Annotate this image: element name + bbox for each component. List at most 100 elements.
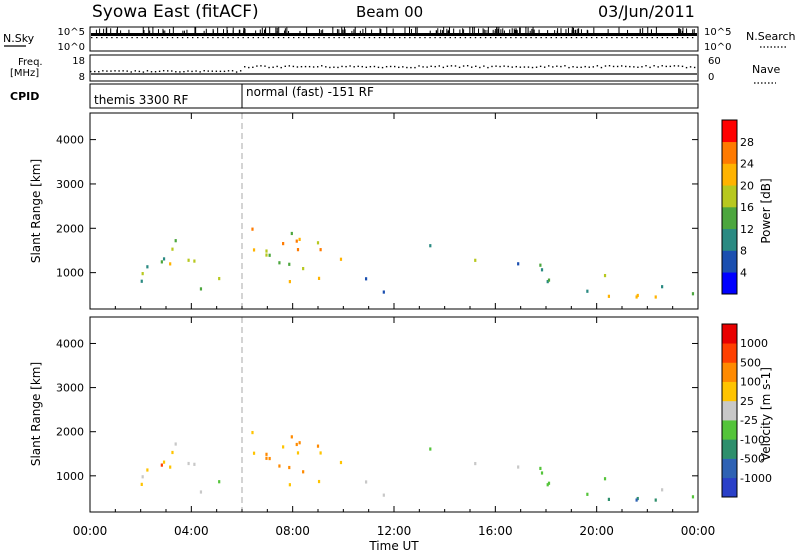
heatmap-cell (316, 241, 320, 245)
nave-dot (219, 70, 222, 73)
heatmap-cell (539, 466, 542, 471)
nave-dot (296, 66, 299, 68)
nave-dot (357, 65, 359, 68)
nave-dot (162, 70, 165, 72)
nsearch-dot (550, 37, 552, 39)
nave-dot (422, 66, 424, 68)
nsearch-dot (277, 37, 280, 39)
nave-dot (260, 65, 262, 67)
heatmap-cell (193, 462, 196, 466)
nave-dot (90, 70, 92, 73)
nsearch-tick-bottom: 10^0 (704, 42, 731, 53)
colorbar-frame (721, 323, 738, 498)
nsearch-dot (217, 37, 219, 39)
heatmap-cell (319, 248, 322, 252)
nsearch-dot (348, 37, 350, 39)
nsearch-dot (96, 37, 98, 39)
nave-dot (325, 66, 327, 68)
nave-dot (304, 65, 307, 68)
nave-dot (150, 71, 153, 73)
nave-dot (235, 71, 238, 73)
nsearch-dot (434, 37, 436, 39)
nave-dot (394, 65, 396, 68)
nsearch-dot (601, 37, 603, 39)
nave-dot (665, 65, 667, 68)
y-tick-label: 1000 (56, 470, 84, 483)
nave-dot (596, 65, 599, 67)
nsearch-dot (611, 37, 613, 39)
heatmap-cell (282, 445, 285, 449)
nave-dot (584, 65, 586, 68)
velocity-y-axis-label: Slant Range [km] (29, 362, 43, 466)
nsearch-dot (661, 37, 664, 39)
nave-dot (446, 65, 449, 67)
nsearch-dot (565, 37, 568, 39)
nave-dot (600, 66, 603, 69)
nave-dot (312, 66, 315, 68)
nave-dot (641, 66, 643, 68)
heatmap-cell (193, 259, 196, 263)
nsearch-label: N.Search (746, 30, 796, 43)
y-tick-label: 4000 (56, 134, 84, 147)
velocity-heatmap-cells (140, 317, 695, 512)
nsearch-dot (495, 37, 497, 39)
nsearch-dot (681, 37, 684, 39)
nsearch-dot (262, 37, 265, 39)
nave-dot (531, 66, 534, 69)
nave-dot (434, 65, 436, 68)
nave-dot (548, 65, 550, 67)
colorbar-tick-label: 16 (740, 201, 754, 214)
colorbar-segment (722, 400, 737, 421)
nave-dot (223, 70, 226, 73)
power-y-axis-label: Slant Range [km] (29, 159, 43, 263)
nsearch-dot (510, 37, 512, 39)
freq-tick-top: 18 (72, 56, 85, 67)
nsky-band (91, 33, 697, 36)
nsearch-dot (419, 37, 421, 39)
heatmap-cell (288, 279, 291, 284)
colorbar-segment (722, 477, 737, 498)
nsearch-dot (545, 37, 547, 39)
freq-label-line2: [MHz] (10, 68, 39, 79)
colorbar-tick-label: 4 (740, 266, 747, 279)
nsearch-dot (131, 37, 133, 39)
nave-dot (479, 66, 481, 69)
nsearch-dot (646, 37, 648, 39)
heatmap-cell (288, 483, 291, 487)
nave-dot (341, 65, 343, 68)
colorbar-segment (722, 272, 737, 295)
nsearch-dot (363, 37, 366, 39)
nsearch-dot (353, 37, 355, 39)
heatmap-cell (298, 441, 301, 445)
nave-dot (365, 66, 368, 69)
nsearch-dot (358, 37, 361, 39)
nsearch-dot (414, 37, 416, 39)
colorbar-segment (722, 207, 737, 230)
nsearch-dot (515, 37, 517, 39)
nave-dot (199, 71, 201, 73)
heatmap-cell (635, 295, 638, 299)
nave-dot (154, 71, 157, 73)
nsearch-dot (166, 37, 169, 39)
nave-dot (645, 65, 647, 67)
heatmap-cell (517, 262, 520, 266)
nsearch-dot (378, 37, 381, 39)
heatmap-cell (302, 267, 305, 271)
nave-dot (175, 71, 177, 73)
nsearch-tick-top: 10^5 (704, 27, 731, 38)
nsearch-dot (313, 37, 315, 39)
heatmap-cell (547, 278, 551, 282)
nsearch-dot (641, 37, 643, 39)
nave-dot (369, 65, 372, 68)
nsearch-dot (479, 37, 482, 39)
nsearch-dot (651, 37, 653, 39)
nave-dot (616, 65, 619, 68)
nsearch-dot (308, 37, 310, 39)
nsearch-dot (616, 37, 618, 39)
heatmap-cell (171, 247, 174, 251)
nave-dot (280, 66, 282, 69)
nave-dot (576, 66, 578, 68)
nsearch-dot (101, 37, 103, 39)
radar-title: Syowa East (fitACF) (92, 2, 259, 22)
nsearch-dot (585, 37, 588, 39)
